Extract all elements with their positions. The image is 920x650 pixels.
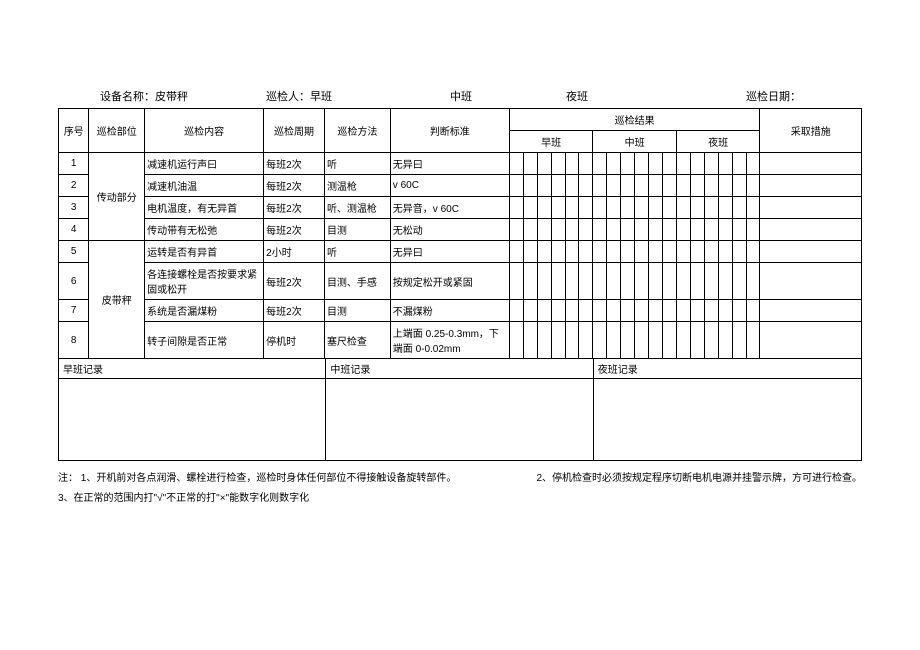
cell-seq: 4 [59,219,89,241]
cell-seq: 5 [59,241,89,263]
cell-part: 传动部分 [89,153,145,241]
col-method: 巡检方法 [324,109,390,153]
table-row: 6 各连接螺栓是否按要求紧固或松开 每班2次 目测、手感 按规定松开或紧固 [59,263,862,300]
cell-action[interactable] [760,197,862,219]
cell-method: 听 [324,241,390,263]
cell-content: 转子间隙是否正常 [145,322,264,359]
cell-criteria: 无异音，v 60C [390,197,509,219]
date-label: 巡检日期： [746,88,801,104]
table-row: 3 电机温度，有无异首 每班2次 听、测温枪 无异音，v 60C [59,197,862,219]
night-record-area[interactable] [593,379,861,461]
cell-cycle: 每班2次 [264,153,325,175]
cell-action[interactable] [760,322,862,359]
cell-action[interactable] [760,263,862,300]
table-header-row: 序号 巡检部位 巡检内容 巡检周期 巡检方法 判断标准 巡检结果 采取措施 [59,109,862,131]
notes-section: 注： 1、开机前对各点润滑、螺栓进行检查，巡检时身体任何部位不得接触设备旋转部件… [58,469,862,509]
table-row: 5 皮带秤 运转是否有异首 2小时 听 无异曰 [59,241,862,263]
table-row: 2 减速机油温 每班2次 测温枪 v 60C [59,175,862,197]
cell-method: 目测、手感 [324,263,390,300]
cell-method: 目测 [324,300,390,322]
cell-method: 测温枪 [324,175,390,197]
cell-seq: 8 [59,322,89,359]
cell-criteria: 无松动 [390,219,509,241]
cell-cycle: 每班2次 [264,219,325,241]
cell-seq: 3 [59,197,89,219]
cell-seq: 2 [59,175,89,197]
table-row: 4 传动带有无松弛 每班2次 目测 无松动 [59,219,862,241]
col-night: 夜班 [676,131,760,153]
table-row: 1 传动部分 减速机运行声曰 每班2次 听 无异曰 [59,153,862,175]
cell-criteria: 不漏煤粉 [390,300,509,322]
record-body-row [59,379,862,461]
cell-content: 电机温度，有无异首 [145,197,264,219]
note-2: 2、停机检查时必须按规定程序切断电机电源并挂警示牌，方可进行检查。 [536,469,862,489]
cell-seq: 1 [59,153,89,175]
cell-content: 各连接螺栓是否按要求紧固或松开 [145,263,264,300]
morning-record-area[interactable] [59,379,326,461]
cell-part: 皮带秤 [89,241,145,359]
col-morning: 早班 [509,131,593,153]
meta-row: 设备名称： 皮带秤 巡检人： 早班 中班 夜班 巡检日期： [58,88,862,104]
note-1: 1、开机前对各点润滑、螺栓进行检查，巡检时身体任何部位不得接触设备旋转部件。 [81,473,457,484]
record-header-row: 早班记录 中班记录 夜班记录 [59,359,862,379]
cell-criteria: 无异曰 [390,241,509,263]
cell-method: 目测 [324,219,390,241]
col-result: 巡检结果 [509,109,760,131]
cell-content: 运转是否有异首 [145,241,264,263]
inspection-table: 序号 巡检部位 巡检内容 巡检周期 巡检方法 判断标准 巡检结果 采取措施 早班… [58,108,862,359]
cell-content: 减速机运行声曰 [145,153,264,175]
col-mid: 中班 [593,131,677,153]
mid-record-area[interactable] [326,379,593,461]
notes-prefix: 注： [58,473,78,484]
night-label: 夜班 [566,88,588,104]
cell-cycle: 每班2次 [264,175,325,197]
cell-method: 塞尺检查 [324,322,390,359]
cell-seq: 7 [59,300,89,322]
cell-criteria: 无异曰 [390,153,509,175]
col-action: 采取措施 [760,109,862,153]
col-part: 巡检部位 [89,109,145,153]
mid-record-label: 中班记录 [326,359,593,379]
cell-criteria: 上端面 0.25-0.3mm，下端面 0-0.02mm [390,322,509,359]
cell-cycle: 2小时 [264,241,325,263]
cell-action[interactable] [760,219,862,241]
cell-criteria: 按规定松开或紧固 [390,263,509,300]
cell-cycle: 停机时 [264,322,325,359]
device-name-label: 设备名称： [100,88,155,104]
cell-cycle: 每班2次 [264,300,325,322]
inspector-label: 巡检人： [266,88,310,104]
table-row: 8 转子间隙是否正常 停机时 塞尺检查 上端面 0.25-0.3mm，下端面 0… [59,322,862,359]
cell-action[interactable] [760,300,862,322]
morning-label: 早班 [310,88,332,104]
cell-seq: 6 [59,263,89,300]
cell-action[interactable] [760,175,862,197]
cell-criteria: v 60C [390,175,509,197]
cell-content: 传动带有无松弛 [145,219,264,241]
cell-content: 系统是否漏煤粉 [145,300,264,322]
cell-action[interactable] [760,153,862,175]
col-cycle: 巡检周期 [264,109,325,153]
device-name: 皮带秤 [155,88,188,104]
col-seq: 序号 [59,109,89,153]
cell-cycle: 每班2次 [264,197,325,219]
cell-method: 听、测温枪 [324,197,390,219]
cell-cycle: 每班2次 [264,263,325,300]
night-record-label: 夜班记录 [593,359,861,379]
col-content: 巡检内容 [145,109,264,153]
note-3: 3、在正常的范围内打"√"不正常的打"×"能数字化则数字化 [58,489,862,509]
record-table: 早班记录 中班记录 夜班记录 [58,359,862,461]
cell-method: 听 [324,153,390,175]
mid-label: 中班 [450,88,472,104]
col-criteria: 判断标准 [390,109,509,153]
cell-action[interactable] [760,241,862,263]
table-row: 7 系统是否漏煤粉 每班2次 目测 不漏煤粉 [59,300,862,322]
morning-record-label: 早班记录 [59,359,326,379]
cell-content: 减速机油温 [145,175,264,197]
